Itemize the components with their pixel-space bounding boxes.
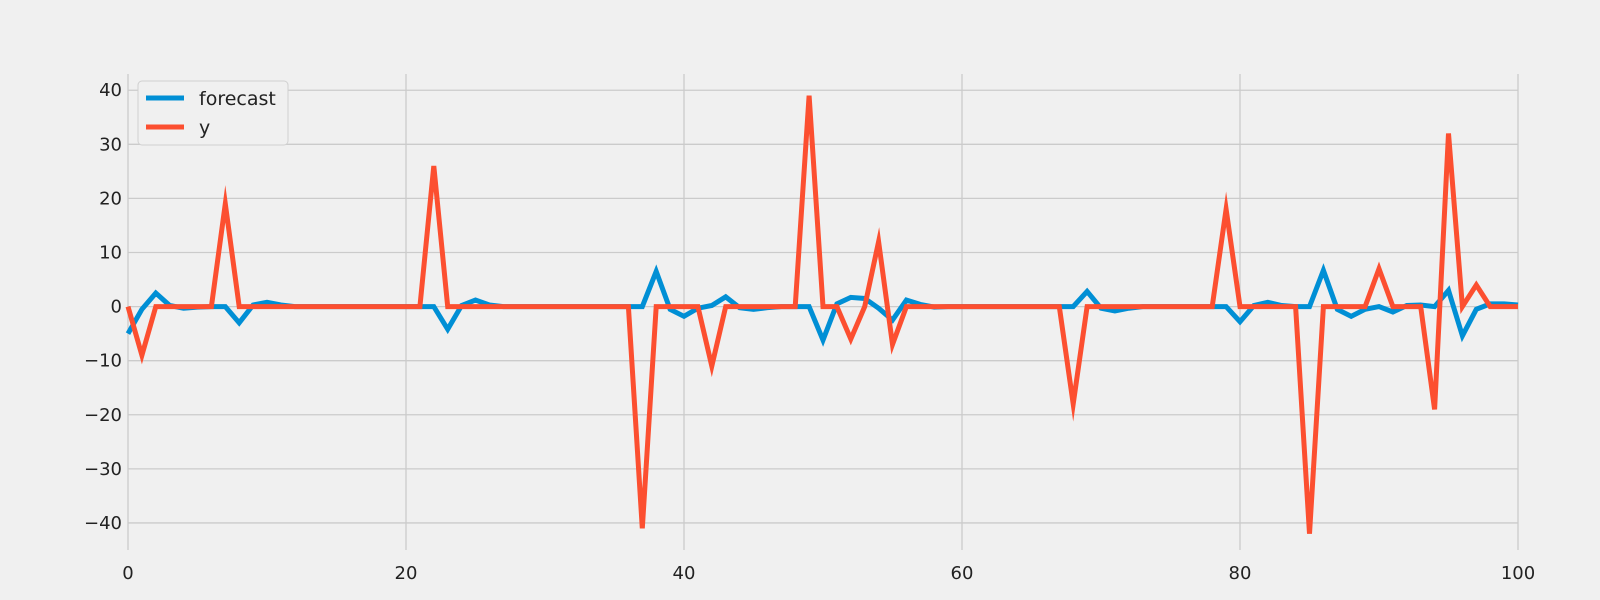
y-tick-label: −30 xyxy=(84,459,122,480)
y-tick-label: 30 xyxy=(99,134,122,155)
x-tick-label: 0 xyxy=(122,563,133,584)
y-tick-label: −20 xyxy=(84,405,122,426)
x-tick-label: 20 xyxy=(395,563,418,584)
y-tick-label: −40 xyxy=(84,513,122,534)
x-tick-label: 60 xyxy=(951,563,974,584)
tick-labels: −40 −30 −20 −10 0 10 20 30 40 0 20 40 60 80 100 xyxy=(84,80,1535,584)
x-tick-label: 40 xyxy=(673,563,696,584)
legend-label-forecast: forecast xyxy=(199,88,276,110)
legend-label-y: y xyxy=(199,117,210,139)
y-tick-label: 10 xyxy=(99,243,122,264)
series-lines xyxy=(125,95,1519,534)
legend: forecast y xyxy=(137,80,289,146)
x-tick-label: 100 xyxy=(1501,563,1535,584)
y-tick-label: 0 xyxy=(111,297,122,318)
series-line-y xyxy=(125,95,1518,534)
y-tick-label: 40 xyxy=(99,80,122,101)
x-tick-label: 80 xyxy=(1229,563,1252,584)
y-tick-label: 20 xyxy=(99,188,122,209)
y-tick-label: −10 xyxy=(84,351,122,372)
